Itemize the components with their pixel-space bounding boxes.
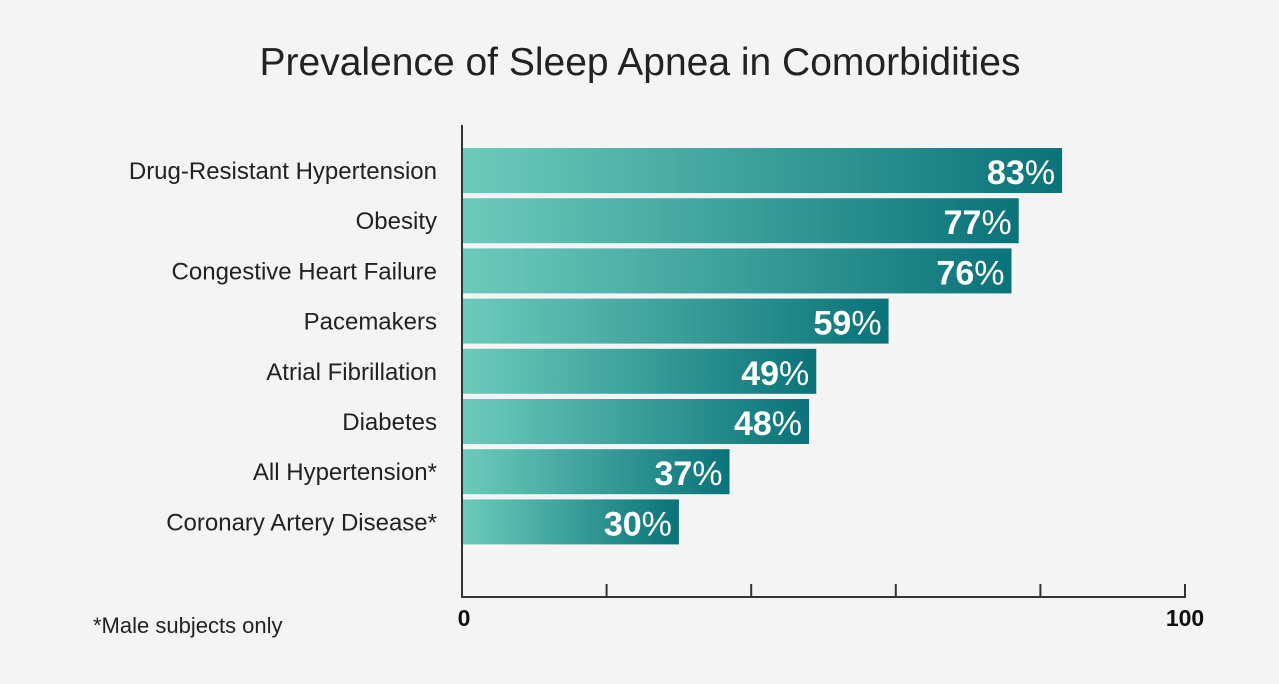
category-label: Diabetes	[342, 409, 437, 436]
category-label: Atrial Fibrillation	[266, 359, 437, 386]
bar	[462, 399, 810, 444]
bar-group: Drug-Resistant Hypertension 83%	[129, 148, 1063, 193]
bar-group: Pacemakers 59%	[304, 298, 889, 344]
category-label: All Hypertension*	[253, 459, 437, 486]
chart-title: Prevalence of Sleep Apnea in Comorbiditi…	[260, 41, 1021, 84]
x-tick-label: 0	[458, 605, 471, 631]
data-label: 77%	[944, 204, 1012, 242]
x-tick-label: 100	[1166, 605, 1204, 631]
data-label: 48%	[734, 405, 802, 443]
category-label: Congestive Heart Failure	[172, 258, 437, 285]
bar-group: Coronary Artery Disease* 30%	[166, 499, 679, 545]
bar	[462, 298, 889, 344]
bar	[462, 348, 817, 394]
bar-group: Atrial Fibrillation 49%	[266, 348, 817, 394]
category-label: Obesity	[356, 208, 437, 235]
bar	[462, 148, 1063, 193]
data-label: 83%	[987, 154, 1055, 192]
bar-group: Obesity 77%	[356, 198, 1019, 244]
data-label: 30%	[604, 505, 672, 543]
bar-group: Diabetes 48%	[342, 399, 810, 444]
category-label: Pacemakers	[304, 309, 437, 336]
bar	[462, 248, 1012, 294]
data-label: 59%	[814, 305, 882, 343]
bar	[462, 499, 679, 545]
category-label: Coronary Artery Disease*	[166, 509, 437, 536]
bar-group: Congestive Heart Failure 76%	[172, 248, 1012, 294]
footnote: *Male subjects only	[93, 613, 283, 638]
data-label: 49%	[741, 355, 809, 393]
data-label: 76%	[936, 254, 1004, 292]
bar-group: All Hypertension* 37%	[253, 449, 730, 495]
bar	[462, 449, 730, 495]
category-label: Drug-Resistant Hypertension	[129, 158, 437, 185]
bar	[462, 198, 1019, 244]
data-label: 37%	[654, 455, 722, 493]
